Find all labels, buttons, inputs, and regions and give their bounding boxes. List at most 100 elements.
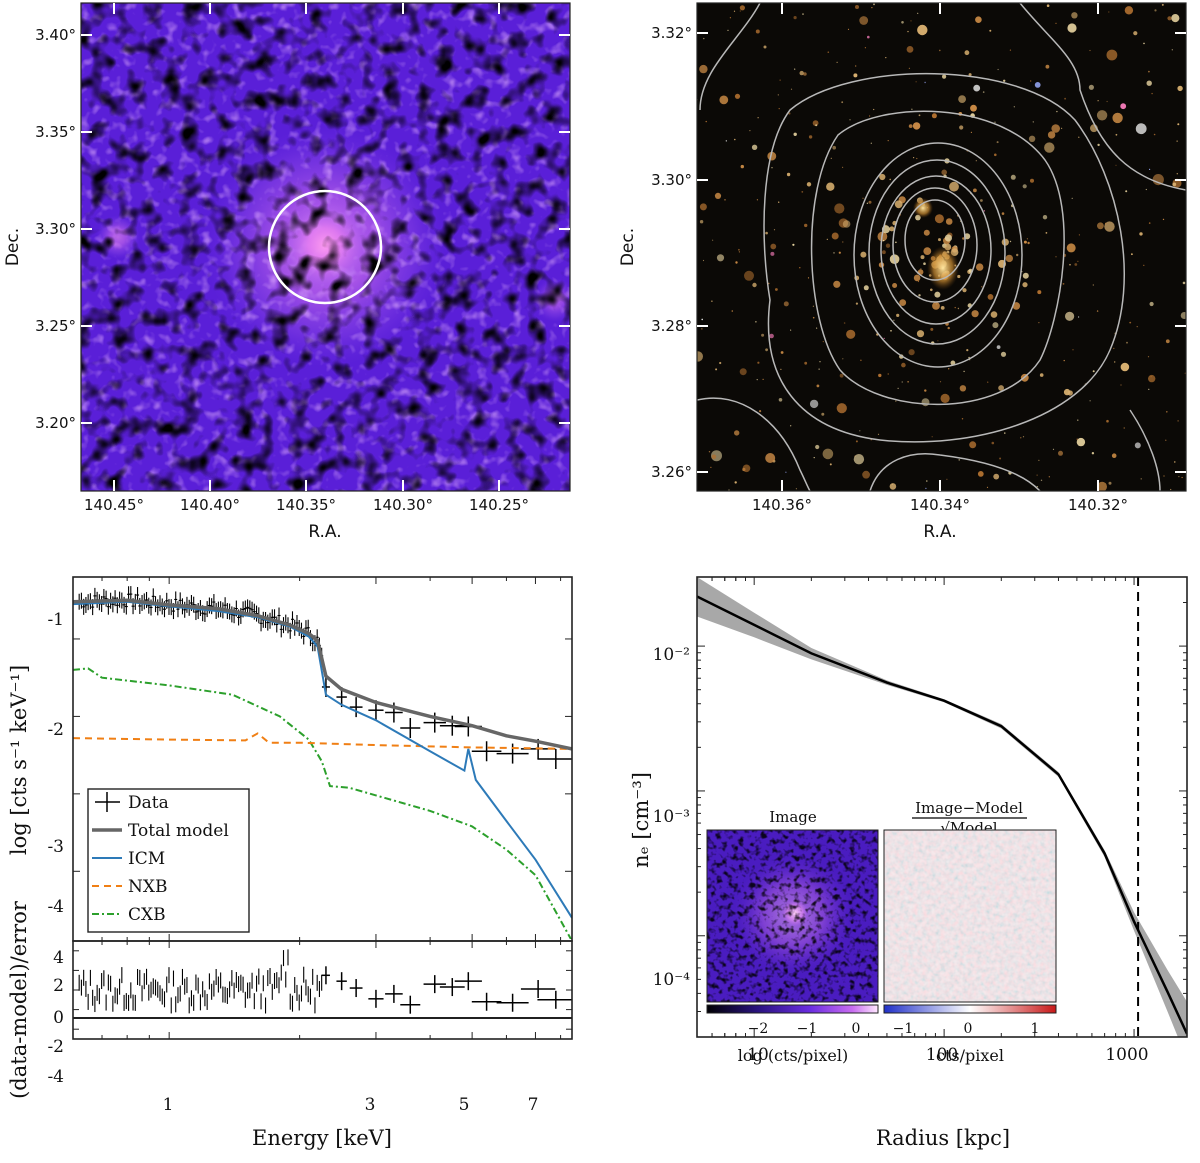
galaxy [1180, 312, 1186, 319]
galaxy [1077, 419, 1079, 421]
galaxy [751, 144, 758, 150]
galaxy [1097, 481, 1107, 491]
galaxy [1038, 322, 1040, 324]
cluster-member-galaxy [973, 188, 977, 193]
density-xaxis-label: Radius [kpc] [876, 1126, 1010, 1150]
galaxy [1106, 419, 1109, 423]
galaxy [1009, 49, 1012, 51]
galaxy [877, 433, 880, 435]
optical-ytick-label: 3.32° [651, 24, 692, 42]
cluster-member-galaxy [923, 247, 932, 256]
galaxy [1039, 373, 1044, 377]
galaxy [833, 280, 841, 288]
galaxy [757, 361, 760, 364]
cluster-member-galaxy [923, 262, 926, 266]
galaxy [1030, 178, 1034, 183]
spectrum-data-point [104, 590, 108, 607]
galaxy [1153, 133, 1156, 136]
galaxy [1076, 438, 1078, 440]
galaxy [1108, 481, 1112, 485]
galaxy [734, 93, 741, 99]
galaxy [1045, 64, 1050, 69]
galaxy [975, 16, 982, 24]
galaxy [931, 436, 933, 438]
galaxy [733, 10, 736, 12]
galaxy [719, 95, 729, 105]
galaxy [1009, 240, 1012, 243]
galaxy [770, 243, 777, 250]
galaxy [1067, 390, 1073, 396]
cluster-member-galaxy [947, 326, 950, 330]
galaxy [1125, 190, 1128, 193]
legend-data-label: Data [128, 793, 169, 813]
galaxy [832, 145, 836, 150]
inset-residual-title-numerator: Image−Model [915, 799, 1023, 817]
galaxy [908, 349, 915, 356]
spectrum-xtick-label: 7 [528, 1095, 539, 1115]
spectrum-ytick-label: -1 [47, 610, 64, 630]
galaxy [799, 267, 801, 269]
galaxy [1078, 136, 1080, 138]
galaxy [842, 220, 851, 228]
galaxy [841, 101, 844, 104]
density-ticks [696, 576, 1187, 1038]
xray-yaxis-label: Dec. [3, 228, 23, 266]
galaxy [1140, 478, 1142, 480]
galaxy [992, 322, 999, 329]
residual-point [439, 978, 465, 997]
galaxy [1106, 100, 1108, 103]
xray-xaxis-label: R.A. [308, 522, 341, 542]
xray-xtick-label: 140.25° [469, 496, 529, 514]
galaxy [763, 45, 767, 49]
cluster-member-galaxy [938, 238, 941, 242]
galaxy [792, 243, 795, 246]
cluster-member-galaxy [863, 285, 869, 291]
galaxy [816, 384, 820, 388]
cluster-member-galaxy [920, 255, 925, 260]
galaxy [1120, 384, 1122, 386]
galaxy [735, 261, 738, 264]
galaxy [882, 239, 885, 242]
galaxy [812, 316, 815, 319]
spectrum-data-point [147, 597, 151, 614]
galaxy [939, 381, 942, 383]
galaxy [790, 425, 792, 427]
galaxy [765, 453, 776, 463]
galaxy [710, 466, 712, 468]
galaxy [1069, 263, 1071, 266]
galaxy [790, 88, 793, 90]
galaxy [738, 251, 741, 253]
galaxy [997, 68, 999, 71]
galaxy [780, 368, 782, 370]
xray-xtick-label: 140.45° [84, 496, 144, 514]
cluster-member-galaxy [1001, 212, 1005, 215]
galaxy [1165, 339, 1170, 344]
galaxy [1067, 23, 1077, 33]
residual-point [471, 992, 502, 1011]
galaxy [982, 91, 985, 93]
galaxy [859, 430, 861, 432]
galaxy [957, 307, 960, 310]
galaxy [994, 121, 996, 123]
galaxy [885, 243, 891, 248]
galaxy [975, 160, 977, 162]
galaxy [981, 286, 983, 288]
optical-xtick-label: 140.34° [910, 496, 970, 514]
galaxy [836, 403, 847, 414]
cluster-member-galaxy [950, 360, 956, 366]
residual-frame [72, 940, 573, 1040]
cluster-member-galaxy [860, 251, 867, 258]
galaxy [969, 441, 977, 449]
galaxy [961, 418, 964, 420]
xray-ytick-label: 3.25° [35, 317, 76, 335]
galaxy [765, 348, 768, 352]
galaxy [757, 117, 759, 119]
galaxy [738, 248, 740, 251]
galaxy [1129, 321, 1132, 324]
galaxy [1112, 112, 1123, 124]
galaxy [1076, 437, 1086, 447]
galaxy [986, 486, 989, 488]
cluster-member-galaxy [962, 288, 967, 293]
inset-residual-map [883, 829, 1057, 1003]
residual-colorbar-tick: −1 [893, 1021, 914, 1037]
